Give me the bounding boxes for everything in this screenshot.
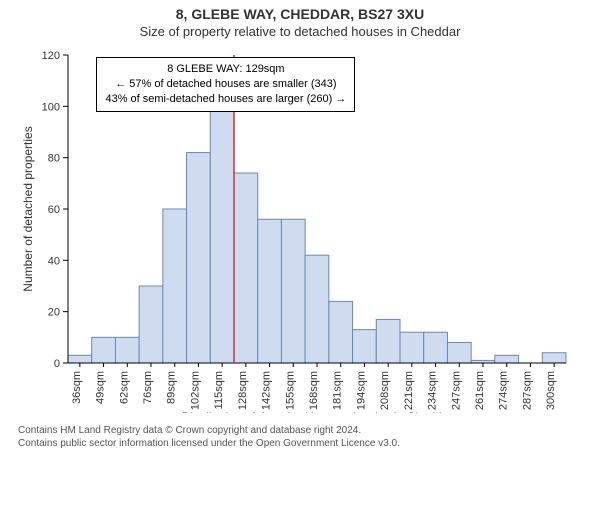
svg-text:274sqm: 274sqm — [498, 371, 510, 410]
svg-text:60: 60 — [48, 204, 60, 216]
page-subtitle: Size of property relative to detached ho… — [0, 24, 600, 39]
svg-text:247sqm: 247sqm — [450, 371, 462, 410]
footer-line1: Contains HM Land Registry data © Crown c… — [18, 424, 582, 437]
svg-text:0: 0 — [54, 358, 60, 370]
annotation-box: 8 GLEBE WAY: 129sqm ← 57% of detached ho… — [96, 57, 355, 112]
svg-text:194sqm: 194sqm — [355, 371, 367, 410]
svg-text:Number of detached properties: Number of detached properties — [21, 126, 35, 291]
footer-line2: Contains public sector information licen… — [18, 437, 582, 450]
svg-text:155sqm: 155sqm — [284, 371, 296, 410]
page-title: 8, GLEBE WAY, CHEDDAR, BS27 3XU — [0, 6, 600, 22]
svg-text:62sqm: 62sqm — [118, 371, 130, 404]
svg-text:20: 20 — [48, 307, 60, 319]
chart-container: 0 20 40 60 80 100 120 Number of detached proper… — [18, 43, 582, 418]
footer: Contains HM Land Registry data © Crown c… — [18, 424, 582, 450]
annotation-line3: 43% of semi-detached houses are larger (… — [105, 92, 346, 107]
svg-text:168sqm: 168sqm — [308, 371, 320, 410]
svg-text:234sqm: 234sqm — [427, 371, 439, 410]
svg-text:261sqm: 261sqm — [474, 371, 486, 410]
svg-text:49sqm: 49sqm — [95, 371, 107, 404]
svg-text:120: 120 — [42, 50, 60, 62]
svg-text:128sqm: 128sqm — [237, 371, 249, 410]
svg-text:181sqm: 181sqm — [332, 371, 344, 410]
annotation-line2: ← 57% of detached houses are smaller (34… — [105, 77, 346, 92]
svg-text:102sqm: 102sqm — [189, 371, 201, 410]
svg-text:287sqm: 287sqm — [521, 371, 533, 410]
svg-text:76sqm: 76sqm — [142, 371, 154, 404]
svg-text:221sqm: 221sqm — [403, 371, 415, 410]
svg-text:40: 40 — [48, 255, 60, 267]
annotation-title: 8 GLEBE WAY: 129sqm — [105, 62, 346, 77]
svg-text:142sqm: 142sqm — [261, 371, 273, 410]
svg-text:89sqm: 89sqm — [166, 371, 178, 404]
svg-text:36sqm: 36sqm — [71, 371, 83, 404]
svg-text:80: 80 — [48, 153, 60, 165]
svg-text:100: 100 — [42, 101, 60, 113]
svg-text:208sqm: 208sqm — [379, 371, 391, 410]
svg-text:115sqm: 115sqm — [213, 371, 225, 409]
svg-text:Distribution of detached house: Distribution of detached houses by size … — [182, 410, 453, 413]
svg-text:300sqm: 300sqm — [545, 371, 557, 410]
